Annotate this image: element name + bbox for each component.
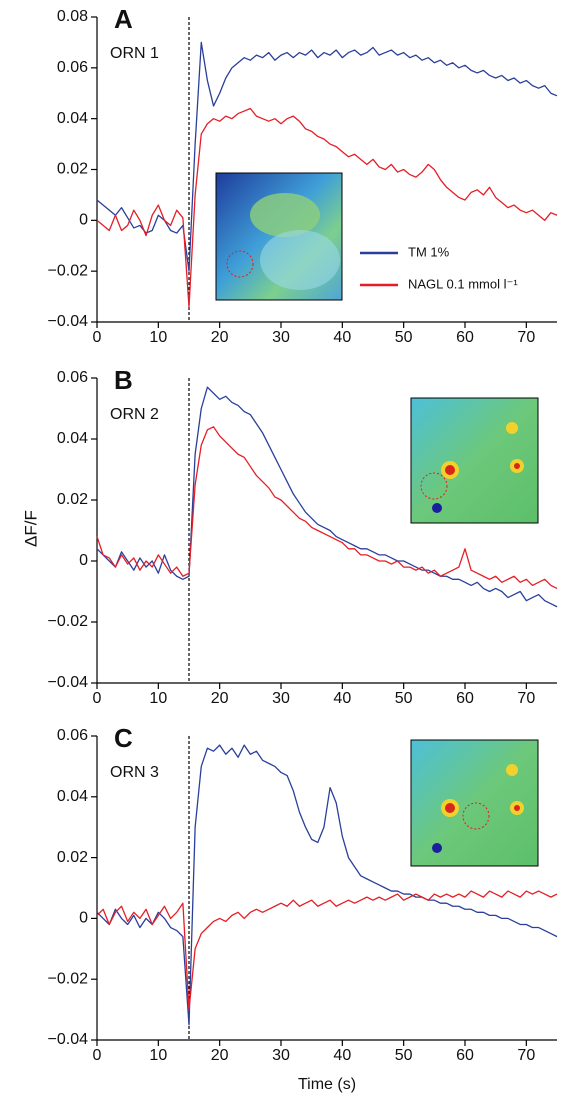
x-tick-label: 0 bbox=[93, 329, 102, 346]
inset-image-b bbox=[410, 397, 539, 524]
y-tick-label: 0 bbox=[79, 910, 88, 927]
y-tick-label: 0.02 bbox=[57, 849, 88, 866]
y-tick-label: −0.02 bbox=[48, 613, 89, 630]
x-tick-label: 20 bbox=[211, 1047, 229, 1064]
x-tick-label: 60 bbox=[456, 690, 474, 707]
inset-image-a bbox=[215, 172, 343, 301]
y-tick-label: −0.04 bbox=[48, 313, 89, 330]
x-tick-label: 70 bbox=[517, 1047, 535, 1064]
x-tick-label: 0 bbox=[93, 690, 102, 707]
x-tick-label: 10 bbox=[149, 1047, 167, 1064]
x-tick-label: 0 bbox=[93, 1047, 102, 1064]
y-tick-label: 0.04 bbox=[57, 430, 88, 447]
panel-label: A bbox=[114, 4, 133, 34]
x-tick-label: 40 bbox=[333, 1047, 351, 1064]
x-tick-label: 60 bbox=[456, 1047, 474, 1064]
inset-image-c bbox=[410, 739, 539, 867]
panel-annotation: ORN 3 bbox=[110, 764, 159, 781]
y-tick-label: 0.02 bbox=[57, 491, 88, 508]
x-tick-label: 60 bbox=[456, 329, 474, 346]
y-tick-label: 0.02 bbox=[57, 161, 88, 178]
panel-annotation: ORN 1 bbox=[110, 45, 159, 62]
y-tick-label: 0.06 bbox=[57, 369, 88, 386]
x-tick-label: 70 bbox=[517, 690, 535, 707]
x-tick-label: 50 bbox=[395, 690, 413, 707]
series-line bbox=[96, 426, 558, 590]
x-tick-label: 50 bbox=[395, 1047, 413, 1064]
x-tick-label: 30 bbox=[272, 1047, 290, 1064]
x-tick-label: 10 bbox=[149, 329, 167, 346]
panel-annotation: ORN 2 bbox=[110, 406, 159, 423]
panel-label: B bbox=[114, 365, 133, 395]
panel-label: C bbox=[114, 723, 133, 753]
series-line bbox=[96, 107, 558, 308]
y-tick-label: −0.02 bbox=[48, 262, 89, 279]
y-tick-label: 0 bbox=[79, 552, 88, 569]
y-tick-label: 0.06 bbox=[57, 727, 88, 744]
x-tick-label: 40 bbox=[333, 329, 351, 346]
y-tick-label: −0.04 bbox=[48, 674, 89, 691]
series-line bbox=[96, 386, 558, 608]
x-axis-label: Time (s) bbox=[298, 1076, 356, 1093]
y-tick-label: 0.08 bbox=[57, 8, 88, 25]
x-tick-label: 20 bbox=[211, 329, 229, 346]
y-axis-label: ΔF/F bbox=[21, 510, 40, 547]
series-line bbox=[96, 744, 558, 1026]
y-tick-label: 0.04 bbox=[57, 788, 88, 805]
x-tick-label: 30 bbox=[272, 329, 290, 346]
y-tick-label: −0.02 bbox=[48, 970, 89, 987]
x-tick-label: 70 bbox=[517, 329, 535, 346]
x-tick-label: 30 bbox=[272, 690, 290, 707]
y-tick-label: −0.04 bbox=[48, 1031, 89, 1048]
legend-label: NAGL 0.1 mmol l⁻¹ bbox=[408, 276, 518, 291]
series-line bbox=[96, 41, 558, 272]
y-tick-label: 0.06 bbox=[57, 59, 88, 76]
legend-label: TM 1% bbox=[408, 244, 450, 259]
x-tick-label: 20 bbox=[211, 690, 229, 707]
y-tick-label: 0 bbox=[79, 212, 88, 229]
x-tick-label: 50 bbox=[395, 329, 413, 346]
x-tick-label: 40 bbox=[333, 690, 351, 707]
x-tick-label: 10 bbox=[149, 690, 167, 707]
series-line bbox=[96, 890, 558, 1011]
y-tick-label: 0.04 bbox=[57, 110, 88, 127]
